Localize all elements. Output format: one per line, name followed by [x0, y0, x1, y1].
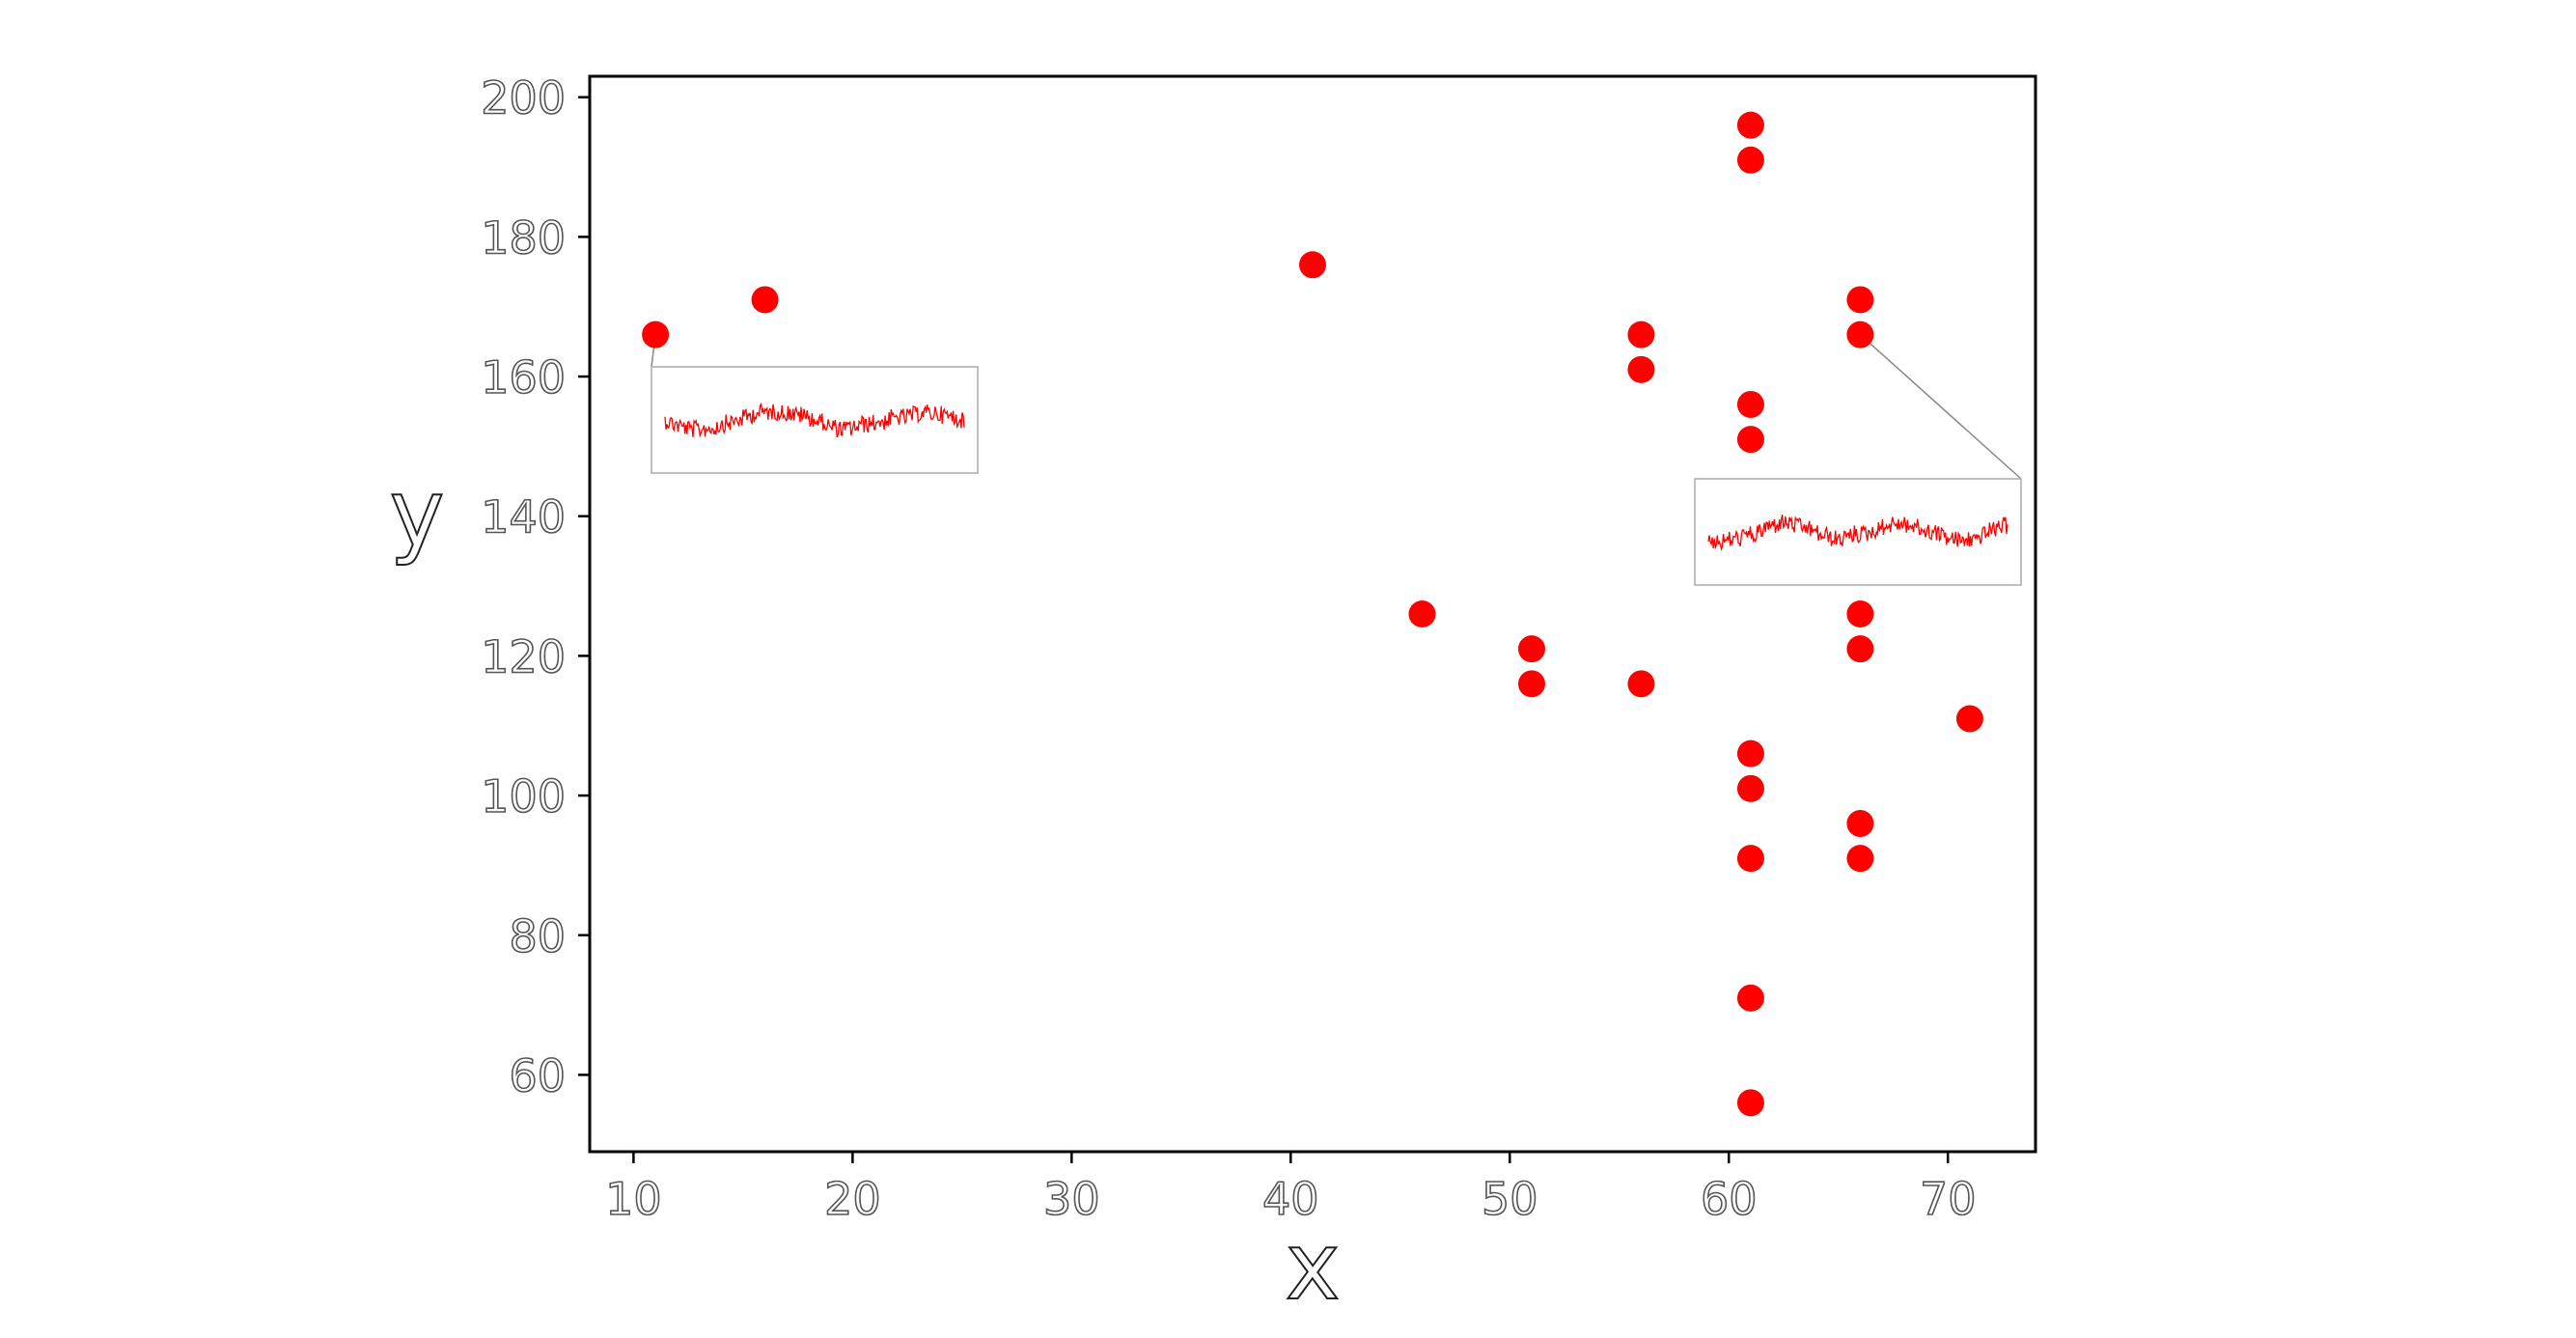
data-points — [642, 111, 1983, 1117]
inset-group — [651, 334, 2022, 586]
scatter-point — [1736, 984, 1764, 1012]
scatter-point — [1846, 286, 1874, 314]
scatter-point — [1627, 670, 1655, 698]
x-tick-label: 20 — [824, 1173, 881, 1225]
scatter-point — [1736, 390, 1764, 418]
x-axis-title: x — [1286, 1213, 1341, 1321]
inset-connector — [1859, 334, 2022, 480]
x-tick-label: 60 — [1701, 1173, 1758, 1225]
x-tick-label: 40 — [1262, 1173, 1319, 1225]
scatter-point — [1736, 774, 1764, 802]
scatter-point — [1736, 739, 1764, 767]
scatter-point — [1846, 845, 1874, 873]
scatter-point — [1517, 635, 1545, 663]
scatter-point — [1846, 600, 1874, 627]
y-tick-label: 180 — [481, 211, 566, 264]
scatter-point — [751, 286, 779, 314]
inset-signal-line — [1707, 515, 2008, 552]
scatter-point — [1846, 635, 1874, 663]
x-tick-label: 10 — [605, 1173, 662, 1225]
scatter-point — [1955, 705, 1983, 733]
scatter-point — [1736, 111, 1764, 139]
y-tick-label: 140 — [481, 491, 566, 544]
scatter-point — [1627, 355, 1655, 383]
scatter-point — [1846, 321, 1874, 348]
y-tick-label: 200 — [481, 72, 566, 125]
x-tick-label: 50 — [1482, 1173, 1538, 1225]
y-tick-label: 160 — [481, 351, 566, 404]
scatter-point — [642, 321, 670, 348]
scatter-point — [1736, 426, 1764, 454]
plot-area — [588, 74, 2037, 1154]
y-tick-label: 120 — [481, 630, 566, 683]
y-tick-label: 80 — [509, 910, 566, 962]
y-tick-label: 100 — [481, 770, 566, 822]
scatter-point — [1736, 146, 1764, 174]
scatter-point — [1627, 321, 1655, 348]
inset-signal-line — [664, 402, 965, 438]
x-tick-label: 30 — [1043, 1173, 1100, 1225]
scatter-point — [1517, 670, 1545, 698]
scatter-point — [1736, 1089, 1764, 1117]
y-tick-label: 60 — [509, 1049, 566, 1101]
axis-ticks: 10 20 30 40 50 60 70 60 80 100 120 140 160 180 200 — [480, 71, 1977, 1226]
plot-frame — [588, 74, 2037, 1154]
scatter-point — [1846, 810, 1874, 838]
scatter-point — [1408, 600, 1436, 627]
scatter-point — [1736, 845, 1764, 873]
y-axis-title: y — [390, 460, 445, 568]
scatter-point — [1299, 251, 1326, 279]
x-tick-label: 70 — [1920, 1173, 1977, 1225]
